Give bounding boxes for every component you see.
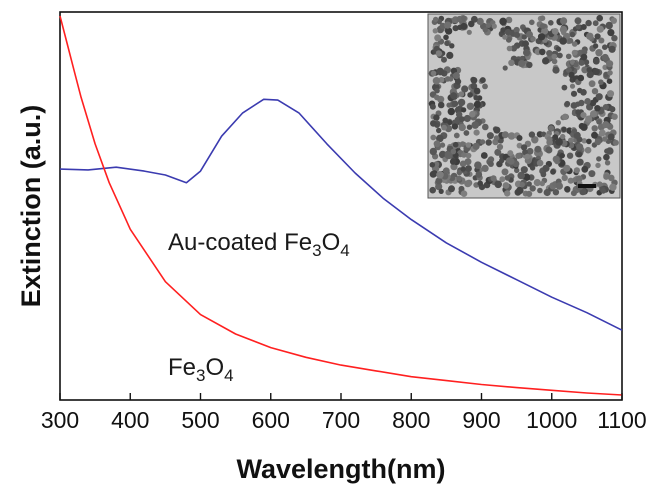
- x-tick-label: 700: [322, 407, 360, 433]
- x-tick-label: 800: [392, 407, 430, 433]
- x-tick-label: 600: [252, 407, 290, 433]
- series-line-au-coated: [59, 98, 623, 331]
- x-tick-label: 900: [462, 407, 500, 433]
- x-tick-label: 1100: [597, 407, 646, 433]
- x-tick-label: 300: [41, 407, 79, 433]
- series-label-fe3o4: Fe3O4: [168, 354, 234, 385]
- x-axis-title: Wavelength(nm): [237, 454, 446, 484]
- series-line-fe3o4: [59, 15, 623, 396]
- series-label-au-coated: Au-coated Fe3O4: [168, 229, 350, 260]
- x-tick-label: 500: [181, 407, 219, 433]
- y-axis-title: Extinction (a.u.): [16, 105, 46, 308]
- scale-bar: [578, 184, 596, 188]
- x-tick-label: 400: [111, 407, 149, 433]
- tem-inset-image: [427, 13, 621, 199]
- x-tick-label: 1000: [526, 407, 577, 433]
